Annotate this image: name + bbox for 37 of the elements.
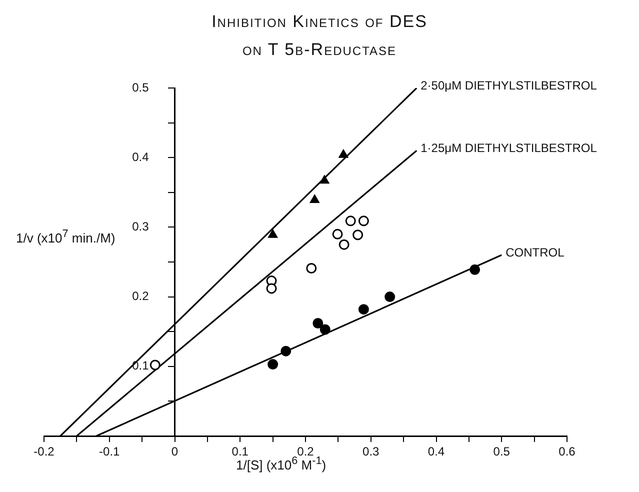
point <box>358 216 369 226</box>
y-tick-label: 0.5 <box>132 80 150 94</box>
point <box>470 264 480 275</box>
x-tick-label: 0.6 <box>558 444 576 458</box>
series-label: 1·25μM DIETHYLSTILBESTROL <box>420 140 598 155</box>
chart-title: Inhibition Kinetics of DES <box>210 12 428 32</box>
x-tick-label: -0.2 <box>34 444 55 458</box>
point <box>358 304 369 315</box>
x-tick-label: 0.5 <box>493 444 510 458</box>
y-axis-title: 1/v (x10$^{7}$ min./M) <box>16 228 116 246</box>
point <box>332 228 343 240</box>
point <box>352 230 364 240</box>
point <box>312 318 324 328</box>
point <box>306 263 317 274</box>
point <box>268 359 278 370</box>
point <box>345 216 356 226</box>
x-tick-label: 0 <box>171 444 178 458</box>
y-tick-label: 0.4 <box>132 150 150 164</box>
y-tick-label: 0.3 <box>132 220 150 234</box>
point <box>150 360 160 370</box>
point <box>320 175 330 184</box>
chart-subtitle: on T 5β-Reductase <box>241 40 398 60</box>
x-tick-label: -0.1 <box>99 444 120 458</box>
point <box>268 230 278 238</box>
series-label: 2·50μM DIETHYLSTILBESTROL <box>420 78 598 92</box>
point <box>320 324 330 335</box>
series-label: CONTROL <box>506 245 565 260</box>
point <box>266 283 277 294</box>
point <box>338 150 348 158</box>
point <box>310 194 320 204</box>
point <box>384 292 396 302</box>
y-tick-label: 0.1 <box>132 358 150 373</box>
x-tick-label: 0.3 <box>362 444 380 458</box>
x-tick-label: 0.4 <box>428 444 445 458</box>
y-tick-label: 0.2 <box>132 289 150 304</box>
point <box>280 346 292 356</box>
point <box>338 239 350 250</box>
